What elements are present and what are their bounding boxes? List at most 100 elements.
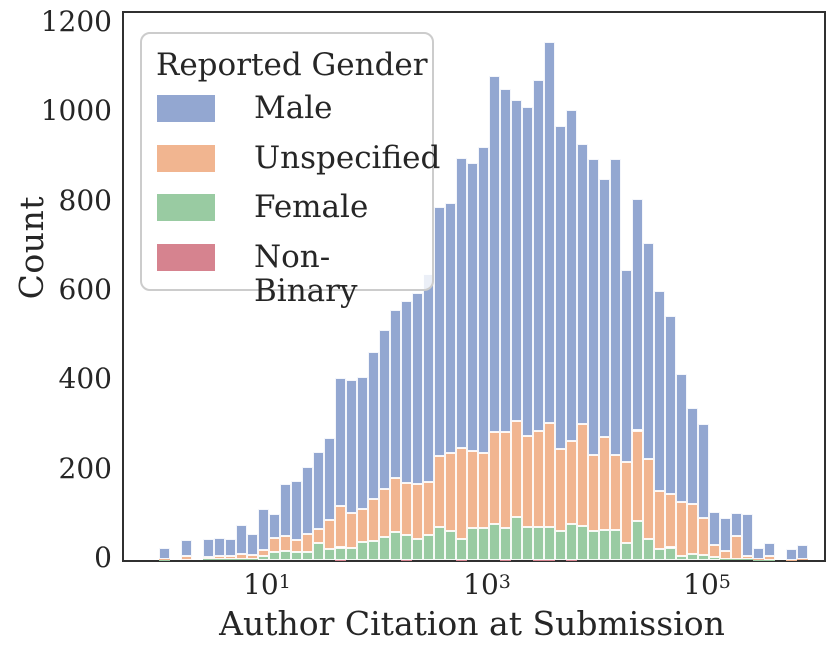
bar-segment-male — [257, 509, 269, 551]
bar-segment-male — [676, 373, 688, 502]
bar-segment-unspecified — [257, 550, 269, 557]
bar-segment-female — [698, 555, 710, 560]
bar-segment-unspecified — [764, 556, 776, 560]
bar-segment-female — [224, 558, 236, 560]
bar-segment-female — [335, 547, 346, 560]
y-tick-label: 0 — [94, 541, 112, 574]
bar-segment-unspecified — [246, 554, 258, 559]
bar-segment-female — [291, 552, 302, 560]
bar-segment-female — [643, 539, 655, 560]
bar-segment-male — [786, 549, 798, 560]
legend-item-label: Unspecified — [254, 139, 441, 176]
bar-segment-male — [291, 480, 302, 541]
bar-segment-male — [654, 291, 666, 491]
bar-segment-female — [632, 521, 644, 560]
bar-segment-unspecified — [445, 453, 456, 532]
bar-segment-unspecified — [753, 558, 765, 560]
bar-segment-female — [412, 539, 423, 560]
bar-segment-female — [379, 537, 390, 560]
legend-item-non-binary: Non-Binary — [142, 240, 432, 308]
bar-segment-unspecified — [500, 431, 512, 528]
bar-segment-male — [467, 162, 478, 452]
bar-segment-male — [731, 512, 743, 536]
bar-segment-male — [213, 538, 225, 557]
bar-segment-female — [566, 524, 578, 560]
plot-area — [122, 11, 826, 562]
bar-segment-male — [246, 534, 258, 555]
bar-segment-male — [610, 158, 622, 456]
bar-segment-female — [434, 526, 445, 560]
bar-segment-female — [423, 535, 434, 560]
bar-segment-unspecified — [588, 454, 600, 531]
x-tick-label: 101 — [243, 568, 291, 601]
bar-segment-male — [390, 310, 401, 479]
bar-segment-unspecified — [566, 440, 578, 525]
bar-segment-male — [379, 329, 390, 490]
bar-segment-male — [357, 376, 368, 509]
bar-segment-female — [533, 526, 545, 560]
bar-segment-unspecified — [555, 448, 567, 531]
bar-segment-female — [213, 559, 225, 560]
bar-segment-male — [478, 146, 490, 453]
bar-segment-male — [687, 408, 699, 504]
bar-segment-unspecified — [456, 447, 467, 539]
bar-segment-male — [280, 484, 291, 536]
bar-segment-female — [588, 530, 600, 560]
bar-segment-unspecified — [687, 503, 699, 554]
bar-segment-unspecified — [434, 455, 445, 527]
bar-segment-male — [412, 292, 423, 484]
bar-segment-male — [555, 125, 567, 449]
bar-segment-unspecified — [368, 499, 379, 542]
bar-segment-unspecified — [489, 431, 501, 524]
bar-segment-male — [632, 199, 644, 431]
bar-segment-female — [742, 559, 754, 560]
bar-segment-unspecified — [291, 540, 302, 553]
bar-segment-unspecified — [731, 535, 743, 560]
bar-segment-male — [202, 539, 214, 557]
bar-segment-male — [599, 178, 611, 438]
bar-segment-male — [753, 547, 765, 559]
bar-segment-unspecified — [709, 545, 721, 557]
bar-segment-unspecified — [478, 452, 490, 528]
bar-segment-female — [235, 558, 247, 560]
bar-segment-female — [302, 551, 313, 560]
bar-segment-female — [368, 541, 379, 560]
y-tick-label: 400 — [58, 362, 112, 396]
bar-segment-unspecified — [511, 421, 523, 518]
bar-segment-male — [698, 423, 710, 519]
legend-item-male: Male — [142, 91, 432, 125]
bar-segment-male — [302, 467, 313, 534]
bar-segment-unspecified — [158, 558, 170, 560]
legend-swatch-male — [157, 95, 215, 122]
bar-segment-male — [588, 159, 600, 455]
legend-item-label: Male — [254, 90, 333, 126]
legend-swatch-unspecified — [157, 144, 215, 172]
bar-segment-unspecified — [610, 455, 622, 530]
bar-segment-unspecified — [599, 437, 611, 530]
bar-segment-male — [324, 438, 335, 521]
bar-segment-unspecified — [632, 430, 644, 522]
legend-item-label: Female — [254, 189, 369, 226]
bar-segment-female — [687, 553, 699, 560]
bar-segment-unspecified — [346, 512, 357, 548]
bar-segment-female — [731, 559, 743, 560]
bar-segment-male — [720, 518, 732, 552]
bar-segment-female — [665, 547, 677, 560]
bar-segment-female — [390, 531, 401, 560]
bar-segment-male — [434, 207, 445, 456]
bar-segment-unspecified — [202, 556, 214, 560]
bar-segment-unspecified — [676, 501, 688, 556]
legend-item-label: Non-Binary — [254, 239, 358, 310]
bar-segment-female — [709, 556, 721, 560]
bar-segment-female — [346, 547, 357, 560]
bar-segment-unspecified — [235, 553, 247, 559]
bar-segment-female — [202, 559, 214, 560]
bar-segment-male — [566, 110, 578, 441]
bar-segment-female — [478, 527, 490, 560]
bar-segment-female — [511, 517, 523, 560]
x-axis-label: Author Citation at Submission — [219, 604, 725, 643]
bar-segment-female — [500, 527, 512, 560]
bar-segment-male — [544, 42, 556, 424]
bar-segment-unspecified — [797, 559, 809, 560]
